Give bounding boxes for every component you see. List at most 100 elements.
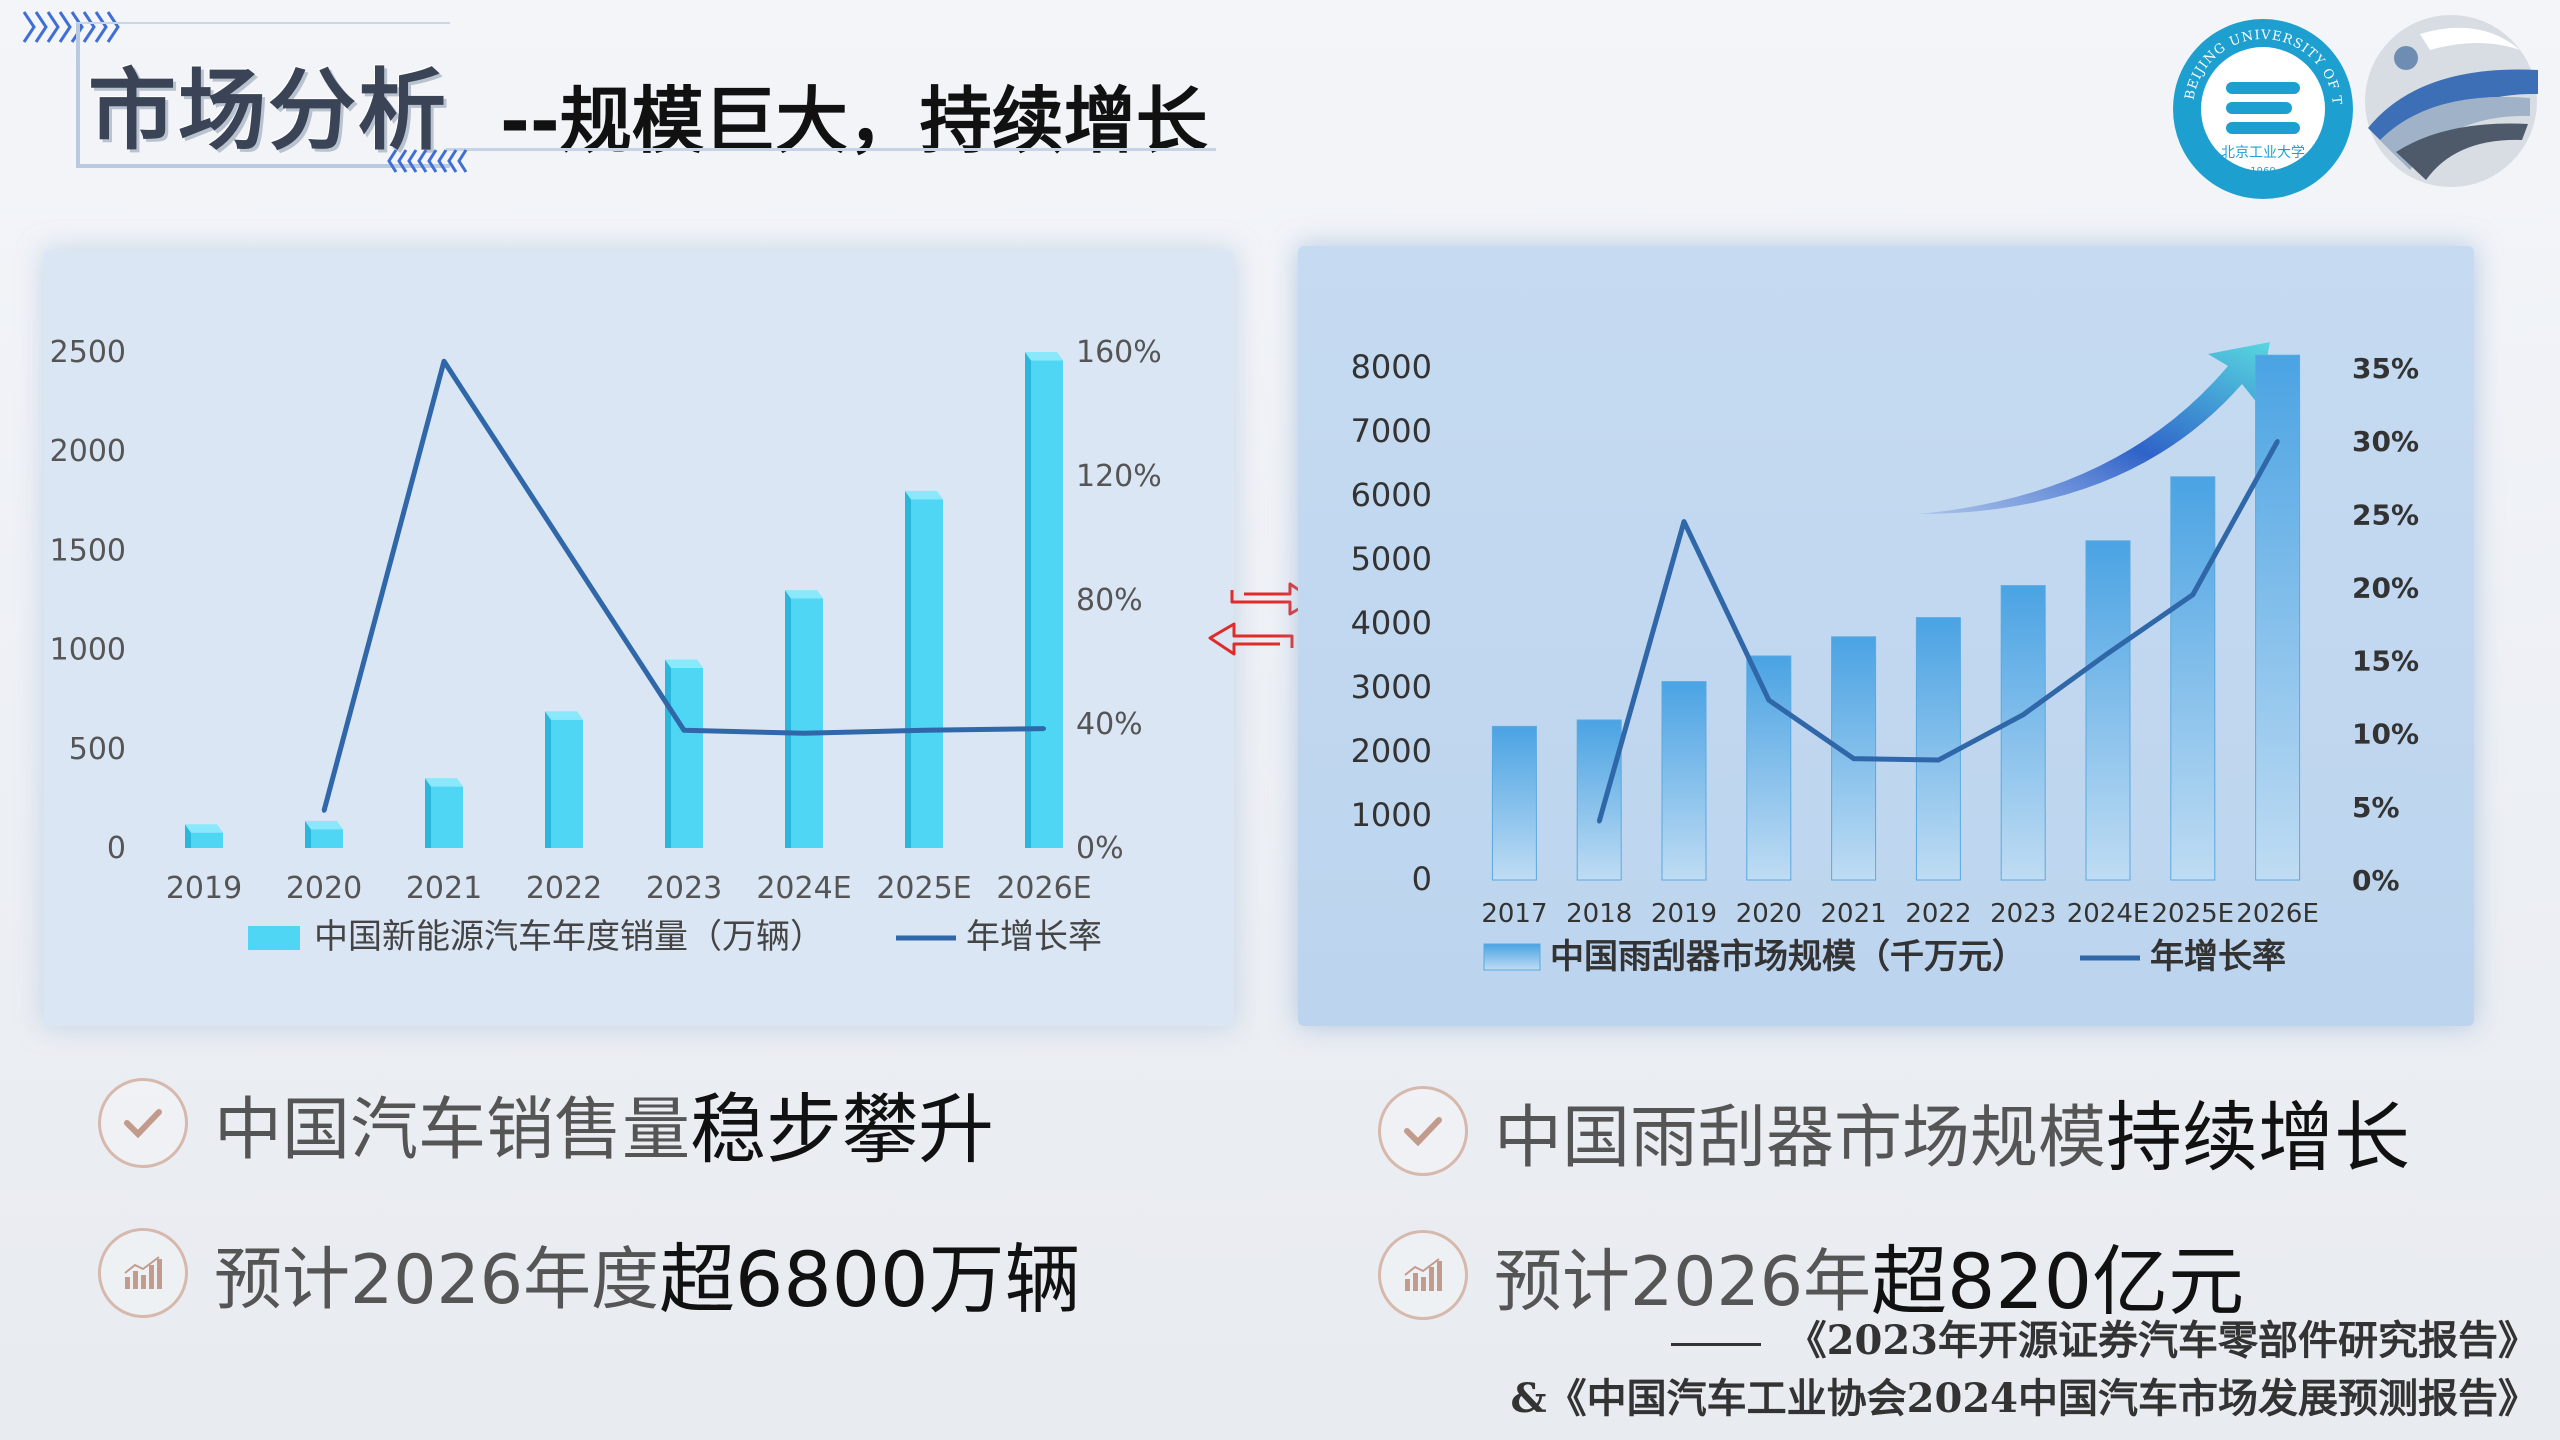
bar <box>791 598 823 848</box>
x-tick-label: 2022 <box>526 871 602 906</box>
bullet-text-bold: 超820亿元 <box>1871 1237 2245 1326</box>
bullet-text-bold: 超6800万辆 <box>659 1235 1081 1324</box>
legend-label-bar: 中国新能源汽车年度销量（万辆） <box>314 917 824 957</box>
y-tick-right: 160% <box>1076 335 1162 370</box>
growth-rate-point <box>802 731 806 736</box>
x-tick-label: 2026E <box>996 871 1091 906</box>
bullet-text-plain: 中国雨刮器市场规模 <box>1494 1098 2107 1178</box>
y-tick-left: 500 <box>69 732 126 767</box>
y-tick-right: 80% <box>1076 583 1143 618</box>
growth-rate-point <box>2275 439 2280 444</box>
y-tick-left: 0 <box>1412 860 1432 898</box>
university-logo-icon: BEIJING UNIVERSITY OF TECHNOLOGY 北京工业大学 … <box>2168 14 2353 199</box>
legend-label-line: 年增长率 <box>2150 937 2286 977</box>
y-tick-right: 25% <box>2352 498 2419 531</box>
legend-label-line: 年增长率 <box>966 917 1102 957</box>
bullet-text-plain: 预计2026年度 <box>214 1240 660 1320</box>
x-tick-label: 2022 <box>1905 899 1971 929</box>
title-frame <box>76 22 450 168</box>
growth-rate-point <box>1766 698 1771 703</box>
growth-rate-point <box>2021 712 2026 717</box>
y-tick-right: 0% <box>2352 864 2400 897</box>
bar-top <box>1025 352 1063 361</box>
y-tick-left: 2000 <box>50 434 126 469</box>
x-tick-label: 2024E <box>2067 899 2150 929</box>
legend-swatch-bar <box>248 926 300 950</box>
y-tick-right: 5% <box>2352 791 2400 824</box>
bullet-left-2: 预计2026年度 超6800万辆 <box>98 1218 1080 1328</box>
y-tick-left: 1000 <box>1351 796 1432 834</box>
legend-swatch-bar <box>1483 943 1541 971</box>
logo-year-text: 1960 <box>2250 166 2275 177</box>
y-tick-right: 120% <box>1076 459 1162 494</box>
legend-label-bar: 中国雨刮器市场规模（千万元） <box>1550 937 2026 977</box>
chevron-decoration-small <box>387 149 468 173</box>
bar <box>671 667 703 848</box>
bar <box>2000 585 2046 881</box>
bar-top <box>425 778 463 787</box>
bar-top <box>665 659 703 668</box>
x-tick-label: 2024E <box>756 871 851 906</box>
growth-rate-point <box>442 359 446 364</box>
bullet-text-bold: 稳步攀升 <box>690 1085 995 1174</box>
growth-rate-point <box>322 808 326 813</box>
growth-rate-point <box>922 728 926 733</box>
x-tick-label: 2021 <box>1821 899 1887 929</box>
x-tick-label: 2023 <box>1990 899 2056 929</box>
y-tick-right: 10% <box>2352 718 2419 751</box>
growth-rate-point <box>2106 651 2110 656</box>
chart-stats-icon <box>1378 1230 1468 1320</box>
y-tick-right: 30% <box>2352 425 2419 458</box>
bar <box>1746 655 1792 881</box>
bar-top <box>185 824 223 833</box>
x-tick-label: 2020 <box>286 871 362 906</box>
title-underline <box>446 148 1216 151</box>
bar <box>551 719 583 848</box>
growth-rate-point <box>682 728 686 733</box>
chart-panel-left: 0 500 1000 1500 2000 2500 0% 40% 80% 120% 160% 2019… <box>44 250 1234 1026</box>
y-tick-left: 2500 <box>50 335 126 370</box>
page-subtitle: --规模巨大，持续增长 <box>500 79 1208 163</box>
x-tick-label: 2025E <box>2151 899 2234 929</box>
trend-arrow-icon <box>1918 342 2270 514</box>
y-tick-right: 40% <box>1076 707 1143 742</box>
bullet-text-plain: 中国汽车销售量 <box>214 1090 691 1170</box>
bullet-right-2: 预计2026年 超820亿元 <box>1378 1220 2244 1330</box>
chart-stats-icon <box>98 1228 188 1318</box>
growth-rate-point <box>1851 756 1856 761</box>
growth-rate-point <box>1936 758 1941 763</box>
y-tick-left: 5000 <box>1351 540 1432 578</box>
source-line-1: 《2023年开源证券汽车零部件研究报告》 <box>1670 1308 2538 1366</box>
chart-panel-right: 0 1000 2000 3000 4000 5000 6000 7000 8000 0% 5% 10%… <box>1298 246 2474 1026</box>
page-title: 市场分析 <box>88 59 449 162</box>
y-tick-left: 1000 <box>50 633 126 668</box>
y-tick-right: 20% <box>2352 571 2419 604</box>
growth-rate-line <box>321 358 1045 812</box>
x-tick-label: 2020 <box>1736 899 1802 929</box>
source-dash <box>1670 1342 1761 1346</box>
y-tick-left: 8000 <box>1351 348 1432 386</box>
check-icon <box>98 1078 188 1168</box>
car-logo-icon <box>2365 15 2538 187</box>
logo-cn-text: 北京工业大学 <box>2221 145 2305 161</box>
y-tick-left: 4000 <box>1351 604 1432 642</box>
y-tick-left: 2000 <box>1351 732 1432 770</box>
bar <box>2170 476 2216 881</box>
x-tick-label: 2025E <box>876 871 971 906</box>
bar <box>1491 725 1537 881</box>
chevron-decoration <box>22 11 120 43</box>
y-tick-left: 6000 <box>1351 476 1432 514</box>
y-tick-left: 1500 <box>50 533 126 568</box>
bar-side <box>545 711 551 848</box>
growth-rate-point <box>1597 819 1602 824</box>
y-tick-right: 0% <box>1076 831 1124 866</box>
growth-rate-point <box>2190 592 2195 597</box>
wiper-market-chart: 0 1000 2000 3000 4000 5000 6000 7000 8000 0% 5% 10%… <box>1351 342 2419 977</box>
y-tick-right: 15% <box>2352 645 2419 678</box>
bar-side <box>425 778 431 848</box>
bar-top <box>545 711 583 720</box>
x-tick-label: 2018 <box>1566 899 1632 929</box>
ev-sales-chart: 0 500 1000 1500 2000 2500 0% 40% 80% 120% 160% 2019… <box>50 335 1162 957</box>
bullet-right-1: 中国雨刮器市场规模 持续增长 <box>1378 1076 2410 1186</box>
bar <box>911 499 943 848</box>
